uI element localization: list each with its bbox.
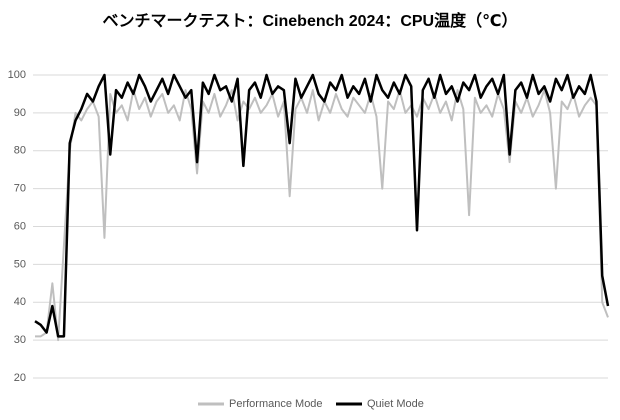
chart-title: ベンチマークテスト：Cinebench 2024：CPU温度（℃）: [103, 11, 518, 30]
y-tick-label: 50: [14, 258, 26, 270]
y-tick-label: 100: [8, 69, 26, 81]
legend-label: Performance Mode: [229, 398, 323, 410]
line-series: [34, 73, 610, 338]
legend-label: Quiet Mode: [367, 398, 424, 410]
y-tick-label: 80: [14, 145, 26, 157]
y-tick-label: 60: [14, 220, 26, 232]
y-tick-label: 90: [14, 107, 26, 119]
y-tick-label: 30: [14, 334, 26, 346]
y-tick-label: 70: [14, 183, 26, 195]
y-tick-label: 20: [14, 372, 26, 384]
y-tick-label: 40: [14, 296, 26, 308]
